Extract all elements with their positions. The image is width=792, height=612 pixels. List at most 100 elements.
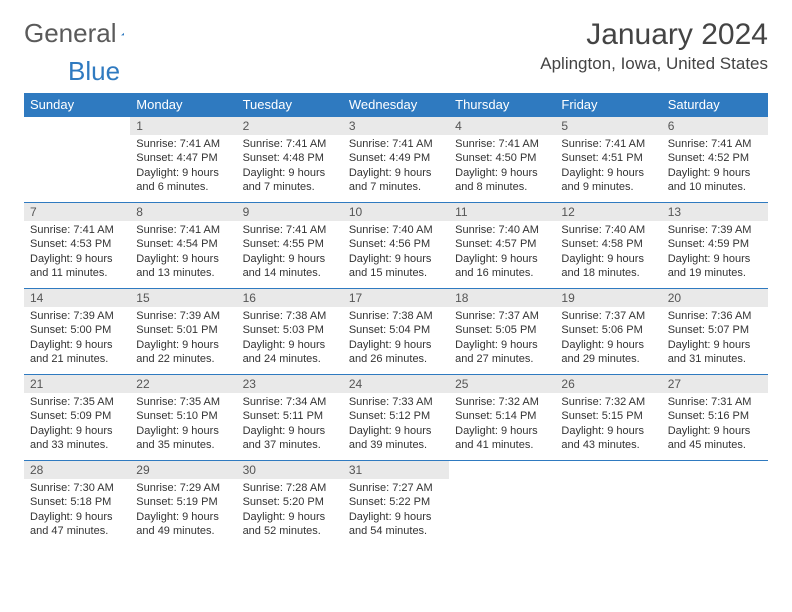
day-number: 27 bbox=[662, 375, 768, 393]
day-body: Sunrise: 7:40 AMSunset: 4:58 PMDaylight:… bbox=[555, 221, 661, 286]
day-number: 7 bbox=[24, 203, 130, 221]
weekday-friday: Friday bbox=[555, 93, 661, 117]
day-number: 8 bbox=[130, 203, 236, 221]
logo-text-2: Blue bbox=[68, 56, 120, 87]
day-cell-19: 19Sunrise: 7:37 AMSunset: 5:06 PMDayligh… bbox=[555, 289, 661, 375]
day-body: Sunrise: 7:41 AMSunset: 4:52 PMDaylight:… bbox=[662, 135, 768, 200]
daylight-line: Daylight: 9 hours and 39 minutes. bbox=[349, 424, 443, 453]
sunrise-line: Sunrise: 7:38 AM bbox=[243, 309, 337, 323]
day-cell-16: 16Sunrise: 7:38 AMSunset: 5:03 PMDayligh… bbox=[237, 289, 343, 375]
day-body: Sunrise: 7:27 AMSunset: 5:22 PMDaylight:… bbox=[343, 479, 449, 544]
sunset-line: Sunset: 5:15 PM bbox=[561, 409, 655, 423]
sunrise-line: Sunrise: 7:27 AM bbox=[349, 481, 443, 495]
sunset-line: Sunset: 4:53 PM bbox=[30, 237, 124, 251]
sunrise-line: Sunrise: 7:41 AM bbox=[668, 137, 762, 151]
daylight-line: Daylight: 9 hours and 43 minutes. bbox=[561, 424, 655, 453]
day-cell-24: 24Sunrise: 7:33 AMSunset: 5:12 PMDayligh… bbox=[343, 375, 449, 461]
day-number: 9 bbox=[237, 203, 343, 221]
title-block: January 2024 Aplington, Iowa, United Sta… bbox=[540, 18, 768, 74]
day-body: Sunrise: 7:38 AMSunset: 5:04 PMDaylight:… bbox=[343, 307, 449, 372]
day-cell-15: 15Sunrise: 7:39 AMSunset: 5:01 PMDayligh… bbox=[130, 289, 236, 375]
day-cell-8: 8Sunrise: 7:41 AMSunset: 4:54 PMDaylight… bbox=[130, 203, 236, 289]
day-body: Sunrise: 7:40 AMSunset: 4:57 PMDaylight:… bbox=[449, 221, 555, 286]
sunset-line: Sunset: 4:51 PM bbox=[561, 151, 655, 165]
weekday-saturday: Saturday bbox=[662, 93, 768, 117]
weekday-header-row: SundayMondayTuesdayWednesdayThursdayFrid… bbox=[24, 93, 768, 117]
day-cell-11: 11Sunrise: 7:40 AMSunset: 4:57 PMDayligh… bbox=[449, 203, 555, 289]
day-body: Sunrise: 7:36 AMSunset: 5:07 PMDaylight:… bbox=[662, 307, 768, 372]
sunrise-line: Sunrise: 7:35 AM bbox=[30, 395, 124, 409]
daylight-line: Daylight: 9 hours and 19 minutes. bbox=[668, 252, 762, 281]
day-cell-7: 7Sunrise: 7:41 AMSunset: 4:53 PMDaylight… bbox=[24, 203, 130, 289]
logo: General bbox=[24, 18, 145, 49]
location: Aplington, Iowa, United States bbox=[540, 54, 768, 74]
sunset-line: Sunset: 4:56 PM bbox=[349, 237, 443, 251]
day-body: Sunrise: 7:34 AMSunset: 5:11 PMDaylight:… bbox=[237, 393, 343, 458]
day-number: 14 bbox=[24, 289, 130, 307]
day-number: 13 bbox=[662, 203, 768, 221]
daylight-line: Daylight: 9 hours and 15 minutes. bbox=[349, 252, 443, 281]
weekday-wednesday: Wednesday bbox=[343, 93, 449, 117]
day-number: 23 bbox=[237, 375, 343, 393]
day-cell-empty bbox=[24, 117, 130, 203]
sunrise-line: Sunrise: 7:37 AM bbox=[561, 309, 655, 323]
day-number: 4 bbox=[449, 117, 555, 135]
sunset-line: Sunset: 4:58 PM bbox=[561, 237, 655, 251]
day-number: 1 bbox=[130, 117, 236, 135]
day-number: 18 bbox=[449, 289, 555, 307]
daylight-line: Daylight: 9 hours and 54 minutes. bbox=[349, 510, 443, 539]
weekday-tuesday: Tuesday bbox=[237, 93, 343, 117]
daylight-line: Daylight: 9 hours and 33 minutes. bbox=[30, 424, 124, 453]
sunset-line: Sunset: 5:19 PM bbox=[136, 495, 230, 509]
sunset-line: Sunset: 5:07 PM bbox=[668, 323, 762, 337]
weekday-monday: Monday bbox=[130, 93, 236, 117]
sunrise-line: Sunrise: 7:41 AM bbox=[136, 223, 230, 237]
daylight-line: Daylight: 9 hours and 52 minutes. bbox=[243, 510, 337, 539]
day-body: Sunrise: 7:35 AMSunset: 5:10 PMDaylight:… bbox=[130, 393, 236, 458]
day-cell-31: 31Sunrise: 7:27 AMSunset: 5:22 PMDayligh… bbox=[343, 461, 449, 547]
day-body: Sunrise: 7:41 AMSunset: 4:51 PMDaylight:… bbox=[555, 135, 661, 200]
sunrise-line: Sunrise: 7:34 AM bbox=[243, 395, 337, 409]
daylight-line: Daylight: 9 hours and 29 minutes. bbox=[561, 338, 655, 367]
sunset-line: Sunset: 4:48 PM bbox=[243, 151, 337, 165]
daylight-line: Daylight: 9 hours and 21 minutes. bbox=[30, 338, 124, 367]
daylight-line: Daylight: 9 hours and 47 minutes. bbox=[30, 510, 124, 539]
day-body: Sunrise: 7:33 AMSunset: 5:12 PMDaylight:… bbox=[343, 393, 449, 458]
sunrise-line: Sunrise: 7:41 AM bbox=[561, 137, 655, 151]
day-cell-10: 10Sunrise: 7:40 AMSunset: 4:56 PMDayligh… bbox=[343, 203, 449, 289]
sunrise-line: Sunrise: 7:39 AM bbox=[668, 223, 762, 237]
day-cell-3: 3Sunrise: 7:41 AMSunset: 4:49 PMDaylight… bbox=[343, 117, 449, 203]
sunset-line: Sunset: 5:18 PM bbox=[30, 495, 124, 509]
sunrise-line: Sunrise: 7:32 AM bbox=[561, 395, 655, 409]
calendar-row: 28Sunrise: 7:30 AMSunset: 5:18 PMDayligh… bbox=[24, 461, 768, 547]
day-cell-4: 4Sunrise: 7:41 AMSunset: 4:50 PMDaylight… bbox=[449, 117, 555, 203]
sunset-line: Sunset: 4:59 PM bbox=[668, 237, 762, 251]
sunrise-line: Sunrise: 7:40 AM bbox=[455, 223, 549, 237]
sunset-line: Sunset: 5:11 PM bbox=[243, 409, 337, 423]
sunset-line: Sunset: 5:04 PM bbox=[349, 323, 443, 337]
day-cell-empty bbox=[662, 461, 768, 547]
sunset-line: Sunset: 5:14 PM bbox=[455, 409, 549, 423]
daylight-line: Daylight: 9 hours and 41 minutes. bbox=[455, 424, 549, 453]
sunrise-line: Sunrise: 7:28 AM bbox=[243, 481, 337, 495]
weekday-thursday: Thursday bbox=[449, 93, 555, 117]
daylight-line: Daylight: 9 hours and 18 minutes. bbox=[561, 252, 655, 281]
sunset-line: Sunset: 4:57 PM bbox=[455, 237, 549, 251]
day-cell-28: 28Sunrise: 7:30 AMSunset: 5:18 PMDayligh… bbox=[24, 461, 130, 547]
day-cell-25: 25Sunrise: 7:32 AMSunset: 5:14 PMDayligh… bbox=[449, 375, 555, 461]
sunset-line: Sunset: 5:01 PM bbox=[136, 323, 230, 337]
day-number: 28 bbox=[24, 461, 130, 479]
day-cell-empty bbox=[449, 461, 555, 547]
sunset-line: Sunset: 5:16 PM bbox=[668, 409, 762, 423]
day-number: 31 bbox=[343, 461, 449, 479]
daylight-line: Daylight: 9 hours and 9 minutes. bbox=[561, 166, 655, 195]
day-cell-29: 29Sunrise: 7:29 AMSunset: 5:19 PMDayligh… bbox=[130, 461, 236, 547]
sunrise-line: Sunrise: 7:41 AM bbox=[349, 137, 443, 151]
weekday-sunday: Sunday bbox=[24, 93, 130, 117]
daylight-line: Daylight: 9 hours and 7 minutes. bbox=[349, 166, 443, 195]
day-cell-empty bbox=[555, 461, 661, 547]
day-number: 21 bbox=[24, 375, 130, 393]
day-body: Sunrise: 7:39 AMSunset: 5:00 PMDaylight:… bbox=[24, 307, 130, 372]
day-body: Sunrise: 7:40 AMSunset: 4:56 PMDaylight:… bbox=[343, 221, 449, 286]
day-body: Sunrise: 7:39 AMSunset: 4:59 PMDaylight:… bbox=[662, 221, 768, 286]
